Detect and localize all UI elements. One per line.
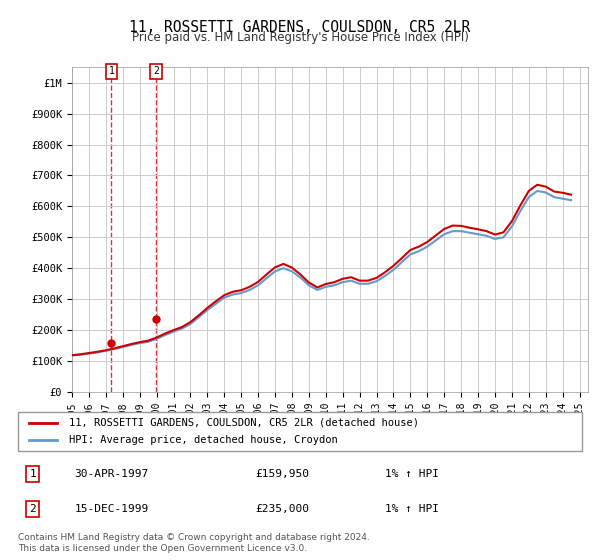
Text: 2: 2	[153, 67, 159, 77]
Text: 1% ↑ HPI: 1% ↑ HPI	[385, 469, 439, 479]
Text: 15-DEC-1999: 15-DEC-1999	[74, 504, 149, 514]
Text: HPI: Average price, detached house, Croydon: HPI: Average price, detached house, Croy…	[69, 435, 338, 445]
Text: Contains HM Land Registry data © Crown copyright and database right 2024.: Contains HM Land Registry data © Crown c…	[18, 533, 370, 542]
FancyBboxPatch shape	[18, 412, 582, 451]
Text: 11, ROSSETTI GARDENS, COULSDON, CR5 2LR (detached house): 11, ROSSETTI GARDENS, COULSDON, CR5 2LR …	[69, 418, 419, 428]
Text: £235,000: £235,000	[255, 504, 309, 514]
Text: 30-APR-1997: 30-APR-1997	[74, 469, 149, 479]
Text: 1: 1	[29, 469, 36, 479]
Text: 2: 2	[29, 504, 36, 514]
Text: 11, ROSSETTI GARDENS, COULSDON, CR5 2LR: 11, ROSSETTI GARDENS, COULSDON, CR5 2LR	[130, 20, 470, 35]
Text: Price paid vs. HM Land Registry's House Price Index (HPI): Price paid vs. HM Land Registry's House …	[131, 31, 469, 44]
Text: 1: 1	[109, 67, 115, 77]
Text: This data is licensed under the Open Government Licence v3.0.: This data is licensed under the Open Gov…	[18, 544, 307, 553]
Text: £159,950: £159,950	[255, 469, 309, 479]
Text: 1% ↑ HPI: 1% ↑ HPI	[385, 504, 439, 514]
